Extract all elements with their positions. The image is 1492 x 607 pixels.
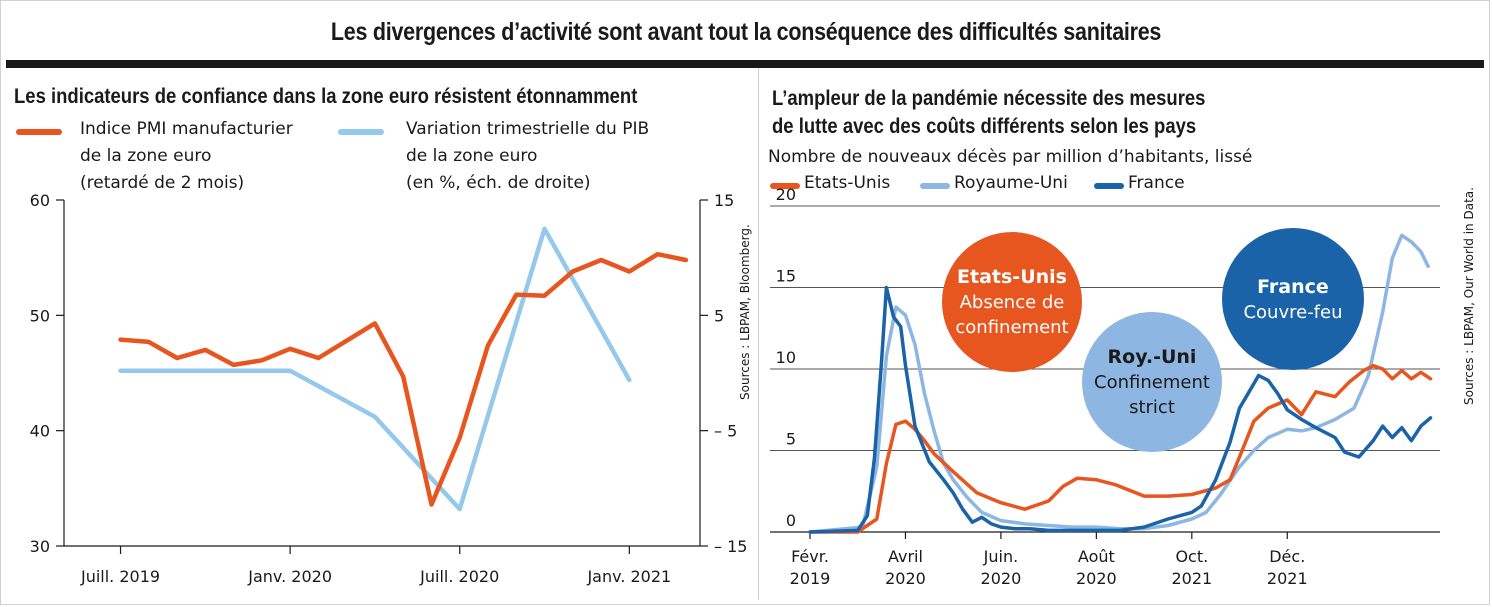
- right-x-tick-label: 2020: [981, 569, 1022, 588]
- right-x-tick-label: Oct.: [1175, 547, 1208, 566]
- annotation-uk-line1: Confinement: [1094, 372, 1210, 393]
- right-x-tick-label: 2020: [1076, 569, 1117, 588]
- right-y-tick-label: 20: [776, 185, 796, 204]
- legend-gdp-line2: de la zone euro: [406, 146, 538, 166]
- legend-fr: France: [1128, 173, 1185, 193]
- right-chart-title-line1: L’ampleur de la pandémie nécessite des m…: [772, 87, 1206, 110]
- legend-pmi-line3: (retardé de 2 mois): [80, 173, 245, 193]
- annotation-uk-bubble: Roy.-Uni Confinement strict: [1082, 312, 1222, 452]
- right-x-tick-label: Févr.: [791, 547, 829, 566]
- right-y-tick-label: 5: [714, 306, 724, 325]
- annotation-us-title: Etats-Unis: [957, 266, 1067, 288]
- left-x-tick-label: Janv. 2020: [247, 567, 332, 586]
- right-y-tick-label: 0: [786, 511, 796, 530]
- series-line-gdp: [118, 226, 632, 512]
- right-y-tick-label: – 5: [714, 422, 737, 441]
- right-y-tick-label: 15: [776, 267, 796, 286]
- right-x-tick-label: Avril: [888, 547, 923, 566]
- legend-us: Etats-Unis: [804, 173, 891, 193]
- right-x-tick-label: Juin.: [983, 547, 1019, 566]
- left-y-tick-label: 60: [30, 191, 50, 210]
- legend-gdp-line1: Variation trimestrielle du PIB: [406, 119, 650, 139]
- annotation-uk-line2: strict: [1129, 397, 1175, 418]
- right-x-tick-label: Déc.: [1269, 547, 1305, 566]
- left-x-tick-label: Juill. 2019: [80, 567, 160, 586]
- right-x-tick-label: 2020: [885, 569, 926, 588]
- left-y-tick-label: 30: [30, 537, 50, 556]
- right-y-tick-label: 5: [786, 430, 796, 449]
- annotation-uk-title: Roy.-Uni: [1107, 346, 1197, 368]
- legend-uk: Royaume-Uni: [954, 173, 1068, 193]
- legend-swatch-fr: [1094, 183, 1124, 189]
- left-chart-title: Les indicateurs de confiance dans la zon…: [14, 85, 638, 108]
- annotation-fr-bubble: France Couvre-feu: [1222, 228, 1364, 370]
- panel-divider: [758, 68, 759, 600]
- title-rule: [6, 60, 1484, 68]
- right-x-tick-label: 2021: [1267, 569, 1308, 588]
- right-x-tick-label: 2021: [1171, 569, 1212, 588]
- left-y-tick-label: 50: [30, 306, 50, 325]
- series-line-fr: [808, 285, 1433, 534]
- legend-swatch-pmi: [16, 129, 62, 135]
- right-chart-title-line2: de lutte avec des coûts différents selon…: [772, 115, 1197, 138]
- legend-swatch-us: [770, 183, 800, 189]
- legend-pmi-line1: Indice PMI manufacturier: [80, 119, 293, 139]
- left-y-tick-label: 40: [30, 422, 50, 441]
- legend-swatch-gdp: [338, 129, 384, 135]
- legend-gdp-line3: (en %, éch. de droite): [406, 173, 591, 193]
- annotation-us-line2: confinement: [955, 317, 1069, 338]
- annotation-fr-title: France: [1257, 275, 1329, 298]
- legend-pmi-line2: de la zone euro: [80, 146, 212, 166]
- annotation-us-bubble: Etats-Unis Absence de confinement: [942, 232, 1082, 372]
- right-y-tick-label: – 15: [714, 537, 747, 556]
- series-line-pmi: [118, 251, 689, 507]
- right-y-tick-label: 10: [776, 348, 796, 367]
- right-chart-subtitle: Nombre de nouveaux décès par million d’h…: [768, 147, 1253, 167]
- left-x-tick-label: Juill. 2020: [419, 567, 499, 586]
- left-x-tick-label: Janv. 2021: [586, 567, 671, 586]
- main-title: Les divergences d’activité sont avant to…: [330, 18, 1162, 46]
- legend-swatch-uk: [920, 183, 950, 189]
- annotation-us-line1: Absence de: [959, 292, 1065, 313]
- right-y-tick-label: 15: [714, 191, 734, 210]
- right-x-tick-label: Août: [1078, 547, 1115, 566]
- annotation-fr-line1: Couvre-feu: [1243, 301, 1343, 323]
- right-x-tick-label: 2019: [790, 569, 831, 588]
